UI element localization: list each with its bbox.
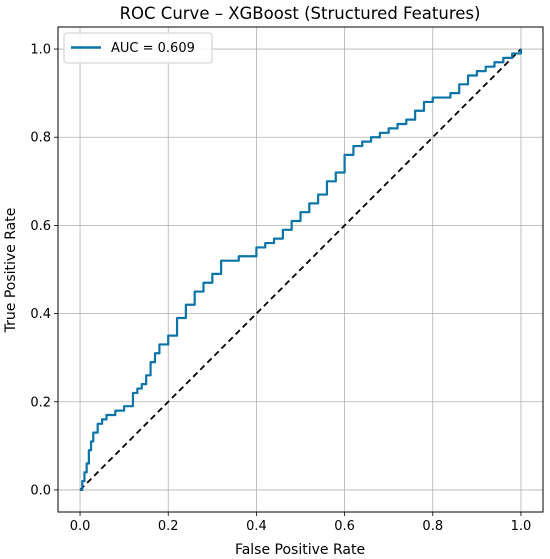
legend: AUC = 0.609 bbox=[63, 32, 213, 64]
chance-diagonal bbox=[79, 48, 522, 491]
x-tick-label: 0.0 bbox=[70, 519, 91, 534]
x-ticks: 0.0 0.2 0.4 0.6 0.8 1.0 bbox=[70, 512, 532, 534]
chart-title: ROC Curve – XGBoost (Structured Features… bbox=[120, 4, 481, 23]
y-tick-label: 0.8 bbox=[30, 131, 51, 146]
x-tick-label: 0.6 bbox=[334, 519, 355, 534]
y-ticks: 0.0 0.2 0.4 0.6 0.8 1.0 bbox=[30, 43, 58, 498]
x-tick-label: 0.4 bbox=[246, 519, 267, 534]
x-axis-label: False Positive Rate bbox=[235, 542, 365, 558]
y-tick-label: 0.4 bbox=[30, 307, 51, 322]
plot-frame bbox=[57, 26, 544, 513]
chance-line bbox=[79, 48, 522, 491]
y-axis-label: True Positive Rate bbox=[3, 208, 19, 334]
x-tick-label: 1.0 bbox=[511, 519, 532, 534]
y-tick-label: 0.6 bbox=[30, 219, 51, 234]
y-tick-label: 1.0 bbox=[30, 43, 51, 58]
roc-curve bbox=[80, 49, 523, 492]
x-tick-label: 0.8 bbox=[422, 519, 443, 534]
x-tick-label: 0.2 bbox=[158, 519, 179, 534]
legend-box bbox=[63, 32, 213, 64]
roc-curve-layer bbox=[80, 49, 523, 492]
grid bbox=[58, 27, 543, 512]
y-tick-label: 0.0 bbox=[30, 483, 51, 498]
y-tick-label: 0.2 bbox=[30, 395, 51, 410]
legend-label-roc: AUC = 0.609 bbox=[111, 41, 195, 56]
